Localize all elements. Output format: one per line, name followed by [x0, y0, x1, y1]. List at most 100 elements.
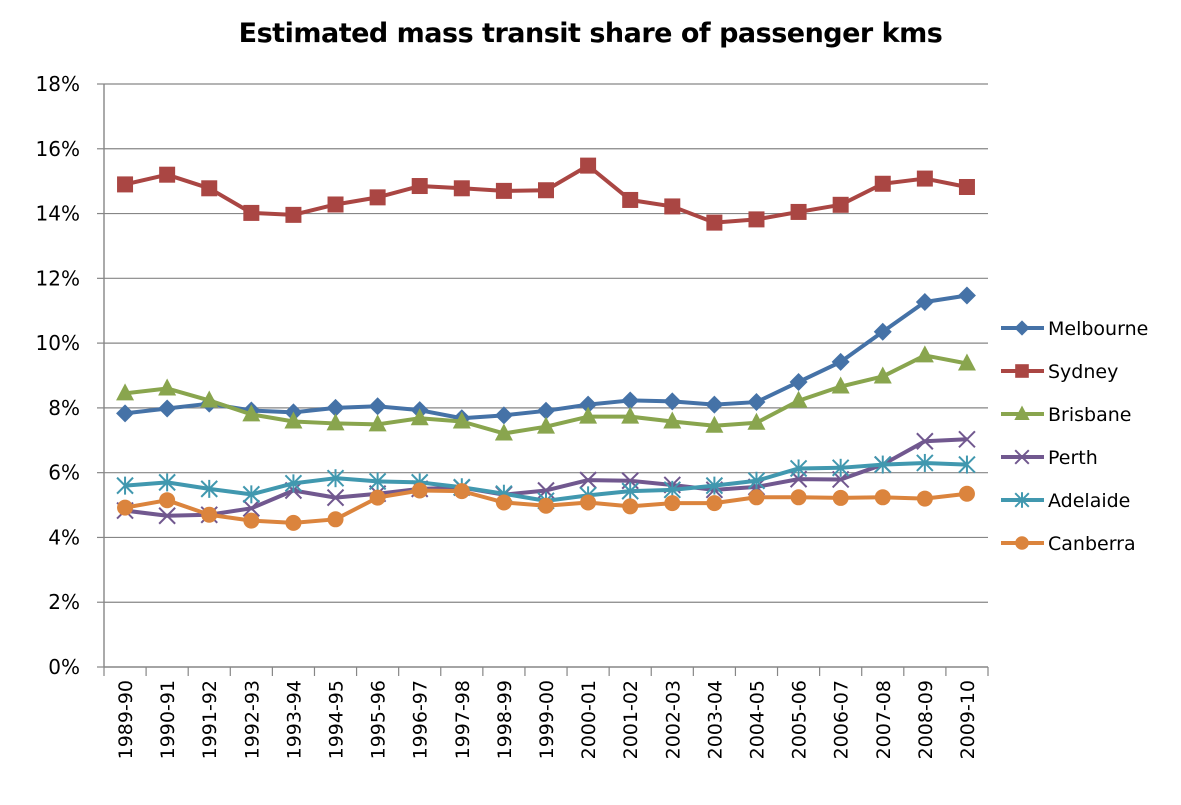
y-tick-label: 14% [36, 202, 80, 226]
x-tick-label: 2009-10 [957, 680, 979, 759]
legend-label: Adelaide [1048, 490, 1130, 512]
y-tick-label: 0% [48, 655, 80, 679]
data-point-diamond [873, 322, 892, 341]
legend-item-canberra: Canberra [1001, 533, 1136, 555]
data-point-triangle [452, 411, 471, 429]
data-point-circle [117, 499, 134, 516]
y-tick-label: 10% [36, 331, 80, 355]
data-point-circle [1015, 536, 1029, 550]
data-point-square [706, 214, 723, 231]
marker-stroke [958, 430, 976, 449]
data-point-square [538, 182, 554, 199]
x-tick-label: 1998-99 [494, 680, 516, 759]
data-point-circle [832, 489, 849, 506]
data-point-diamond [789, 372, 808, 391]
data-point-star [326, 469, 345, 488]
data-point-circle [411, 482, 428, 499]
legend-label: Brisbane [1048, 404, 1131, 426]
marker-stroke [579, 471, 597, 489]
data-point-square [832, 196, 849, 213]
data-point-triangle [705, 415, 724, 433]
data-point-square [369, 189, 386, 206]
data-point-circle [706, 495, 723, 512]
data-point-square [790, 203, 807, 220]
data-point-triangle [242, 404, 261, 422]
data-point-square [748, 211, 765, 228]
data-point-diamond [747, 393, 766, 412]
data-point-diamond [368, 397, 387, 416]
series-sydney [117, 157, 975, 231]
data-point-diamond [537, 401, 555, 420]
data-point-square [117, 176, 134, 193]
data-point-triangle [284, 411, 303, 429]
data-point-triangle [747, 412, 766, 430]
y-tick-label: 18% [36, 72, 80, 96]
data-point-triangle [200, 390, 219, 408]
legend-label: Canberra [1048, 533, 1136, 555]
chart-title: Estimated mass transit share of passenge… [238, 18, 943, 49]
data-point-triangle [368, 414, 387, 432]
x-tick-label: 2006-07 [831, 680, 853, 759]
x-tick-label: 1993-94 [283, 680, 305, 759]
data-point-square [874, 175, 891, 192]
legend-item-sydney: Sydney [1001, 361, 1118, 383]
data-point-square [958, 178, 975, 195]
x-tick-label: 2003-04 [704, 680, 726, 759]
series-group [116, 157, 976, 531]
data-point-triangle [873, 366, 892, 384]
data-point-circle [285, 514, 302, 531]
marker-stroke [158, 507, 176, 525]
data-point-diamond [957, 286, 976, 305]
data-point-square [664, 198, 681, 215]
y-tick-label: 4% [48, 525, 80, 549]
legend-item-adelaide: Adelaide [1001, 490, 1130, 512]
data-point-circle [916, 490, 933, 507]
data-point-triangle [915, 345, 934, 363]
legend-item-melbourne: Melbourne [1001, 318, 1148, 340]
x-tick-label: 2005-06 [789, 680, 811, 759]
data-point-diamond [579, 395, 598, 414]
data-point-star [621, 482, 639, 501]
gridlines [104, 83, 988, 603]
data-point-triangle [326, 413, 345, 431]
data-point-circle [748, 489, 765, 506]
data-point-star [831, 458, 850, 477]
data-point-square [243, 204, 260, 221]
data-point-triangle [621, 406, 640, 424]
data-point-square [327, 196, 344, 213]
x-tick-label: 1995-96 [368, 680, 390, 759]
data-point-x [158, 507, 176, 525]
x-tick-label: 1990-91 [157, 680, 179, 759]
legend: Melbourne Sydney Brisbane Perth Adelaide Canb… [1001, 318, 1148, 555]
data-point-x [958, 430, 976, 449]
data-point-triangle [957, 353, 976, 371]
x-tick-label: 2007-08 [873, 680, 895, 759]
data-point-square [411, 178, 428, 195]
legend-label: Sydney [1048, 361, 1118, 383]
y-axis-tick-labels: 0% 2% 4% 6% 8% 10% 12% 14% 16% 18% [36, 72, 80, 679]
data-point-square [453, 180, 470, 197]
x-axis-tick-labels: 1989-90 1990-91 1991-92 1992-93 1993-94 1994-… [115, 680, 979, 759]
data-point-diamond [621, 391, 640, 410]
data-point-circle [790, 489, 807, 506]
data-point-circle [958, 485, 975, 502]
data-point-diamond [494, 406, 513, 425]
marker-stroke [916, 432, 934, 450]
x-tick-label: 1994-95 [326, 680, 348, 759]
legend-label: Melbourne [1048, 318, 1148, 340]
marker-stroke [1014, 449, 1030, 465]
data-point-x [242, 499, 261, 518]
data-point-circle [159, 492, 176, 509]
x-tick-label: 2002-03 [662, 680, 684, 759]
data-point-circle [622, 498, 639, 515]
data-point-x [916, 432, 934, 450]
data-point-square [201, 180, 218, 197]
data-point-star [874, 455, 892, 474]
y-tick-label: 2% [48, 590, 80, 614]
data-point-star [158, 473, 176, 492]
legend-item-brisbane: Brisbane [1001, 404, 1131, 426]
data-point-triangle [158, 378, 177, 396]
data-point-circle [874, 489, 891, 506]
data-point-diamond [705, 395, 724, 414]
